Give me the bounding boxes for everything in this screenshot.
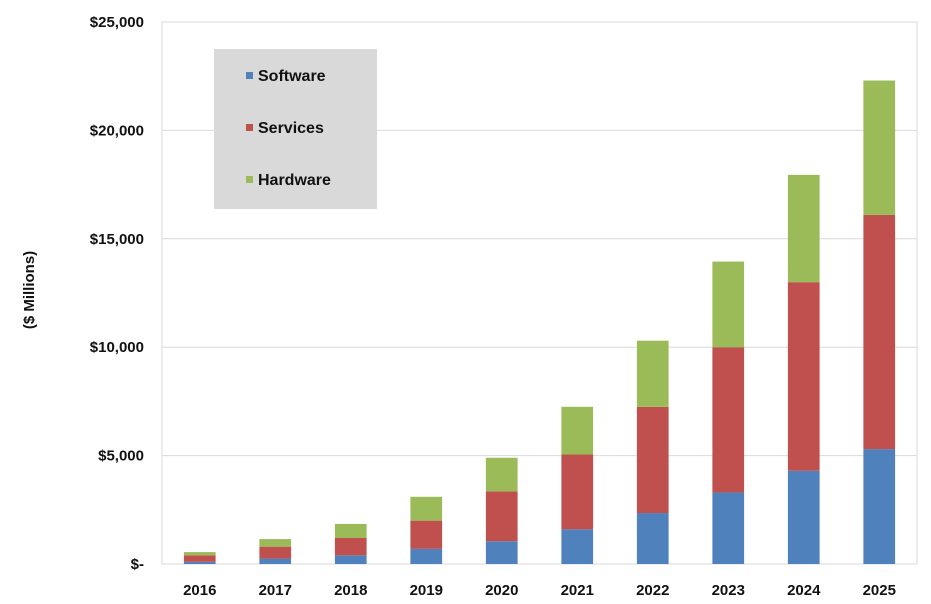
bar-segment-services [712, 347, 745, 493]
legend-label-services: Services [258, 120, 324, 137]
legend-swatch-hardware [246, 176, 253, 183]
legend-swatch-software [246, 72, 253, 79]
x-tick-label: 2020 [485, 582, 518, 599]
bar-segment-services [636, 406, 669, 514]
bar-segment-software [561, 529, 594, 564]
bar-segment-services [259, 546, 292, 559]
x-tick-label: 2016 [183, 582, 216, 599]
x-tick-label: 2022 [636, 582, 669, 599]
bar-segment-hardware [410, 496, 443, 521]
x-tick-label: 2025 [863, 582, 896, 599]
bar-segment-hardware [863, 80, 896, 215]
bar-segment-software [636, 513, 669, 564]
y-tick-label: $5,000 [98, 448, 144, 465]
bar-segment-hardware [183, 552, 216, 556]
bar-segment-hardware [561, 406, 594, 455]
bar-segment-software [259, 558, 292, 564]
y-tick-label: $25,000 [90, 14, 144, 31]
x-tick-label: 2018 [334, 582, 367, 599]
x-tick-label: 2023 [712, 582, 745, 599]
bar-segment-services [183, 555, 216, 562]
bar-segment-software [334, 555, 367, 564]
bar-segment-software [712, 492, 745, 564]
bar-segment-hardware [485, 457, 518, 492]
legend-label-software: Software [258, 68, 326, 85]
y-tick-label: $10,000 [90, 339, 144, 356]
bars [183, 80, 896, 564]
x-tick-label: 2021 [561, 582, 594, 599]
legend-box [214, 49, 377, 209]
legend-swatch-services [246, 124, 253, 131]
y-tick-label: $20,000 [90, 122, 144, 139]
bar-segment-hardware [712, 261, 745, 348]
bar-segment-software [485, 541, 518, 564]
y-axis-title: ($ Millions) [21, 251, 38, 329]
bar-segment-software [410, 548, 443, 564]
bar-segment-services [334, 537, 367, 556]
bar-segment-hardware [334, 523, 367, 538]
bar-segment-services [863, 214, 896, 450]
y-tick-label: $15,000 [90, 231, 144, 248]
y-tick-label: $- [131, 556, 144, 573]
x-tick-label: 2024 [787, 582, 821, 599]
bar-segment-software [787, 470, 820, 564]
x-tick-label: 2017 [259, 582, 292, 599]
bar-segment-services [485, 491, 518, 542]
x-axis-tick-labels: 2016 2017 2018 2019 2020 2021 2022 2023 2024 2025 [183, 582, 896, 599]
bar-segment-hardware [636, 340, 669, 407]
bar-segment-services [410, 520, 443, 549]
bar-segment-software [863, 449, 896, 564]
bar-segment-software [183, 561, 216, 564]
x-tick-label: 2019 [410, 582, 443, 599]
legend-label-hardware: Hardware [258, 172, 331, 189]
bar-segment-services [787, 282, 820, 471]
bar-segment-hardware [787, 174, 820, 283]
bar-segment-hardware [259, 539, 292, 547]
y-axis-tick-labels: $- $5,000 $10,000 $15,000 $20,000 $25,000 [90, 14, 144, 573]
legend: Software Services Hardware [214, 49, 377, 209]
bar-segment-services [561, 454, 594, 530]
